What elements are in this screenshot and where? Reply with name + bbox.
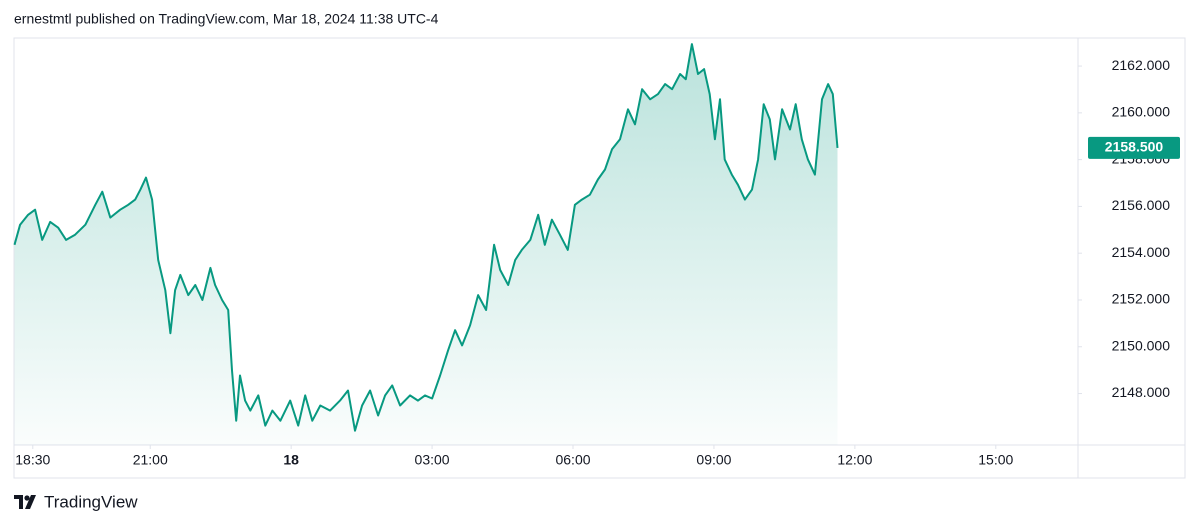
x-tick-label: 21:00: [133, 452, 168, 468]
last-price-box: [1088, 136, 1180, 159]
x-tick-label: 15:00: [978, 452, 1013, 468]
y-tick-label: 2148.000: [1112, 384, 1171, 400]
area-fill: [14, 44, 838, 445]
x-tick-label: 18: [283, 452, 299, 468]
y-tick-label: 2152.000: [1112, 291, 1171, 307]
y-tick-label: 2160.000: [1112, 104, 1171, 120]
x-tick-label: 09:00: [696, 452, 731, 468]
y-tick-label: 2162.000: [1112, 57, 1171, 73]
x-tick-label: 06:00: [555, 452, 590, 468]
x-tick-label: 03:00: [415, 452, 450, 468]
header: ernestmtl published on TradingView.com, …: [14, 11, 439, 27]
x-tick-label: 12:00: [837, 452, 872, 468]
x-tick-label: 18:30: [15, 452, 50, 468]
y-tick-label: 2156.000: [1112, 197, 1171, 213]
y-tick-label: 2150.000: [1112, 337, 1171, 353]
brand-name: TradingView: [44, 492, 138, 511]
last-price-label: 2158.500: [1105, 139, 1164, 155]
chart-frame: [13, 37, 1186, 479]
brand-logo: [14, 495, 36, 509]
y-tick-label: 2154.000: [1112, 244, 1171, 260]
price-line: [13, 43, 839, 432]
